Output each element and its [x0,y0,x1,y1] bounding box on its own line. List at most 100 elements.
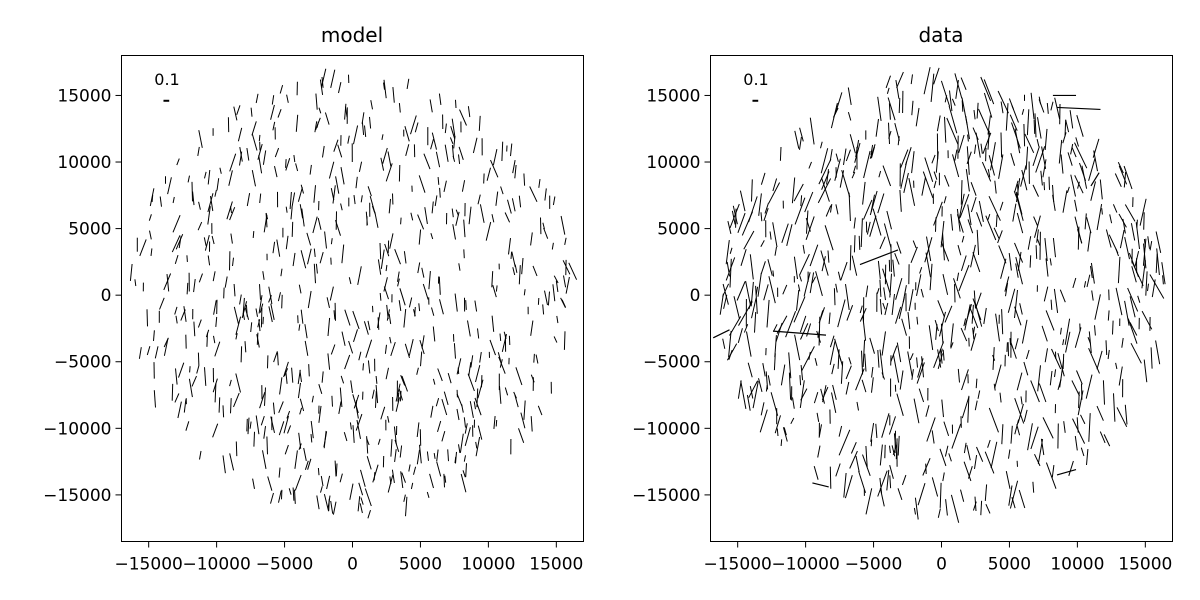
vector [268,295,272,303]
vector [994,364,1002,389]
vector [382,147,388,164]
vector [461,180,466,192]
vector [799,275,802,282]
vector [1029,255,1032,268]
vector [860,218,863,248]
vector [198,273,203,283]
vector [1108,234,1119,254]
vector [360,497,364,505]
vector [899,189,902,212]
vector [394,249,401,265]
vector [1019,303,1023,315]
vector [344,103,347,120]
vector [915,107,920,127]
vector [1021,319,1028,344]
vector [333,310,336,320]
vector [297,369,301,385]
vector [475,364,481,383]
vector [367,186,372,197]
vector [463,219,466,238]
vector [278,421,285,436]
vector [159,196,162,207]
vector [741,211,754,236]
vector [246,193,251,207]
vector [251,134,258,151]
vector [1058,139,1063,164]
vector [870,144,874,155]
vector [1023,123,1026,147]
vector [1032,146,1040,167]
vector [969,307,979,329]
vector [984,451,995,474]
vector [1011,104,1019,123]
vector [865,488,873,515]
vector [820,141,823,149]
vector [820,148,829,174]
vector [327,317,331,337]
vector [307,290,312,309]
vector [975,378,978,389]
vector [465,463,467,478]
vector [286,94,289,103]
vector [298,324,301,331]
vector [729,316,742,336]
vector [1064,119,1067,137]
vector [1038,383,1047,403]
vector [870,423,875,442]
vector [729,258,732,288]
vector [395,397,400,412]
vector [890,345,898,362]
vector [1127,287,1139,312]
vector [1038,96,1042,105]
vector [1130,223,1136,241]
vector [163,338,169,356]
vector [199,450,202,460]
vector [364,488,372,507]
vector [355,176,358,189]
vector [172,215,181,233]
vector [1050,299,1053,310]
vector [937,300,945,317]
vector [1001,309,1004,335]
vector [371,389,375,399]
vector [907,312,911,330]
vector [178,236,182,249]
vector [851,171,856,179]
vector [889,475,892,489]
vector [384,243,390,257]
vector [326,297,330,309]
vector [772,178,778,192]
vector [204,171,207,179]
vector [1143,359,1148,383]
vector [863,199,873,220]
vector [400,217,402,225]
y-tick-label: −5000 [643,353,701,373]
vector [963,442,967,454]
vector [907,351,913,377]
vector [311,395,314,403]
vector [284,444,289,455]
vector [410,115,417,135]
vector [175,234,184,250]
vector [386,304,389,320]
vector [497,352,502,361]
vector [845,149,851,162]
vector [1011,497,1016,509]
vector [1096,204,1103,231]
vector [426,451,429,461]
vector [330,500,334,514]
vector [172,196,175,204]
vector [361,112,365,124]
vector [444,123,447,134]
vector [1101,208,1103,215]
vector [268,306,273,323]
vector [954,73,963,99]
vector [1017,251,1022,271]
vector [403,251,407,264]
vector [769,231,772,240]
vector [751,297,757,319]
vector [232,257,234,267]
vector [820,310,824,318]
vector [1014,398,1025,424]
vector [944,305,953,323]
